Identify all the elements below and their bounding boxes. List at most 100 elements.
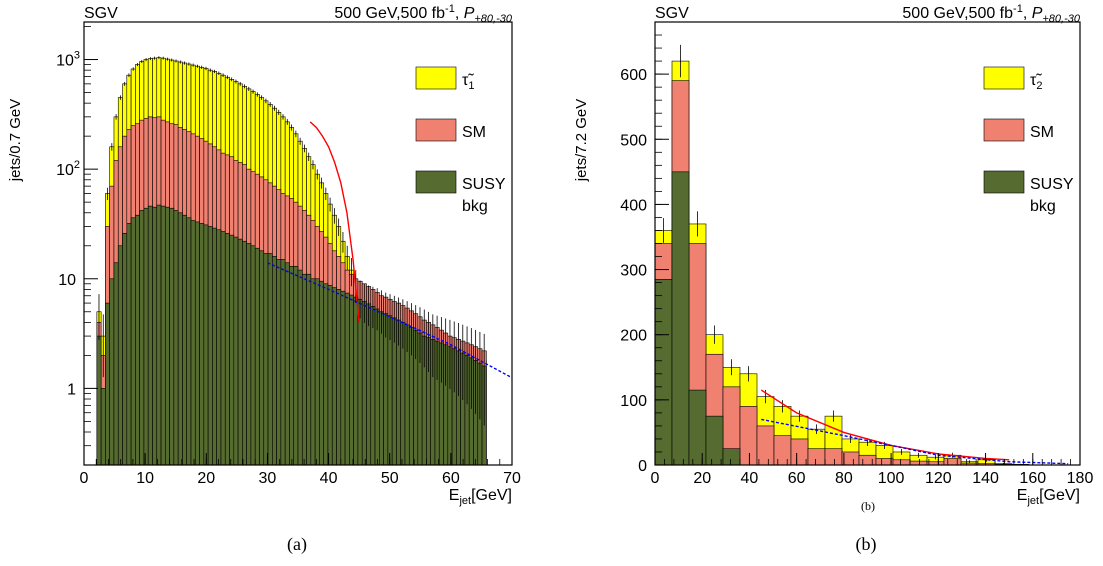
- chart-a-bar-s0-59: [349, 294, 354, 465]
- chart-a-bar-s0-49: [306, 273, 312, 465]
- chart-a-frame: [83, 21, 513, 466]
- chart-a-bar-s0-41: [272, 256, 277, 465]
- chart-a-xtick-label: 10: [136, 470, 154, 487]
- chart-b-series-1: [655, 80, 1013, 465]
- chart-a-bar-s0-26: [207, 226, 213, 465]
- chart-b-bar-s1-7: [773, 435, 792, 465]
- chart-b-xtick-label: 180: [1067, 470, 1094, 487]
- chart-a-series-0: [96, 204, 487, 465]
- chart-b-ytick-label: 300: [620, 263, 647, 280]
- chart-a-bar-s0-64: [370, 306, 376, 465]
- chart-a-bar-s0-24: [199, 223, 205, 465]
- chart-a-bar-s0-8: [130, 217, 136, 465]
- chart-a-bar-s0-35: [246, 243, 252, 465]
- chart-a-title-left: SGV: [84, 5, 118, 22]
- chart-a-ylabel: jets/0.7 GeV: [7, 99, 24, 183]
- chart-b-bar-s0-0: [655, 279, 673, 465]
- chart-a-bar-s0-4: [113, 262, 119, 465]
- chart-a-bar-s0-36: [250, 245, 256, 465]
- chart-a-bar-s0-19: [177, 212, 183, 465]
- chart-a-bar-s0-32: [233, 236, 239, 465]
- chart-a-legend-label-1: SM: [462, 124, 486, 141]
- chart-b-bar-s1-5: [739, 406, 758, 465]
- chart-b-ytick-label: 400: [620, 197, 647, 214]
- chart-b-bar-s1-14: [892, 459, 911, 465]
- chart-a-bar-s0-14: [156, 204, 162, 465]
- chart-b-y-axis: 0 100 200 300 400 500 600: [620, 21, 669, 475]
- chart-a-bar-s0-56: [336, 289, 342, 465]
- chart-a-bar-s0-6: [122, 232, 128, 465]
- chart-a-legend: τ̃1 SM SUSY bkg: [415, 66, 506, 215]
- chart-a-bar-s0-52: [319, 280, 324, 465]
- chart-b-bar-s1-12: [858, 454, 877, 465]
- chart-a-plot-area: [96, 56, 512, 465]
- chart-b-plot-area: [655, 44, 1069, 465]
- chart-a-legend-label-2: SUSY: [462, 176, 506, 193]
- chart-a-bar-s0-57: [340, 290, 346, 465]
- chart-b-title-left: SGV: [655, 5, 689, 22]
- chart-a-xtick-label: 60: [442, 470, 460, 487]
- chart-b: SGV 500 GeV,500 fb-1, P+80,-30 jets/7.2 …: [573, 3, 1093, 513]
- chart-a-bar-s0-48: [301, 273, 307, 465]
- chart-b-legend-label-1: SM: [1030, 124, 1054, 141]
- chart-a-bar-s0-61: [357, 298, 363, 465]
- chart-a-bar-s0-51: [314, 278, 320, 465]
- chart-a-bar-s0-45: [289, 265, 295, 465]
- chart-b-legend-label-0: τ̃2: [1030, 72, 1042, 92]
- chart-a: SGV 500 GeV,500 fb-1, P+80,-30 jets/0.7 …: [7, 3, 521, 507]
- chart-a-bar-s0-33: [237, 238, 243, 465]
- chart-b-ytick-label: 500: [620, 132, 647, 149]
- chart-b-legend: τ̃2 SM SUSY bkg: [983, 66, 1074, 215]
- chart-b-bar-s1-9: [807, 448, 826, 465]
- chart-a-bar-s0-54: [327, 285, 333, 465]
- chart-a-bar-s0-16: [165, 206, 170, 465]
- chart-b-xtick-label: 0: [651, 470, 660, 487]
- chart-b-bar-s0-3: [705, 415, 724, 465]
- chart-a-bar-s0-7: [126, 223, 132, 465]
- chart-a-bar-s0-40: [267, 253, 273, 465]
- chart-a-xtick-label: 0: [80, 470, 89, 487]
- chart-a-legend-swatch-1: [415, 118, 457, 142]
- chart-a-bar-s0-43: [280, 259, 286, 465]
- chart-a-bar-s0-30: [224, 232, 230, 465]
- chart-a-bar-s0-2: [105, 302, 110, 465]
- chart-a-ytick-label: 103: [56, 50, 80, 70]
- chart-a-bar-s0-22: [190, 220, 196, 465]
- chart-a-bar-s0-58: [344, 292, 350, 465]
- chart-b-bar-s1-13: [875, 458, 894, 465]
- chart-b-ytick-label: 200: [620, 328, 647, 345]
- chart-b-error-bars: [663, 44, 1021, 465]
- chart-a-bar-s0-23: [194, 221, 200, 465]
- chart-b-x-axis: 0 20 40 60 80 100 120 140 160 180: [651, 453, 1094, 487]
- chart-a-bar-s0-62: [361, 301, 367, 465]
- caption-a: (a): [287, 534, 307, 555]
- chart-a-bar-s0-28: [216, 229, 222, 465]
- chart-b-ytick-label: 0: [638, 458, 647, 475]
- chart-a-ytick-label: 102: [56, 159, 80, 179]
- chart-a-xtick-label: 20: [197, 470, 215, 487]
- chart-b-xtick-label: 120: [925, 470, 952, 487]
- chart-a-legend-label2-2: bkg: [462, 198, 488, 215]
- chart-a-bar-s0-12: [147, 205, 153, 465]
- chart-a-legend-swatch-2: [415, 170, 457, 194]
- chart-a-bar-s0-50: [310, 278, 316, 465]
- chart-a-legend-label-0: τ̃1: [462, 72, 474, 92]
- chart-b-bar-s0-4: [722, 448, 741, 465]
- chart-a-bar-s0-37: [254, 247, 260, 465]
- chart-b-ytick-label: 100: [620, 393, 647, 410]
- chart-b-legend-label-2: SUSY: [1030, 176, 1074, 193]
- chart-a-bar-s0-25: [203, 224, 209, 465]
- chart-b-bar-s1-6: [756, 425, 775, 465]
- chart-b-legend-swatch-0: [983, 66, 1025, 90]
- chart-a-bar-s0-15: [160, 205, 166, 465]
- chart-a-bar-s0-34: [242, 240, 247, 465]
- chart-a-xlabel: Ejet[GeV]: [449, 487, 512, 507]
- chart-b-ylabel: jets/7.2 GeV: [573, 99, 590, 183]
- chart-a-bar-s0-38: [259, 250, 265, 465]
- chart-a-y-axis: 1 10 102 103: [56, 26, 98, 466]
- chart-a-legend-swatch-0: [415, 66, 457, 90]
- chart-b-bar-s1-11: [841, 451, 860, 465]
- chart-a-xtick-label: 40: [320, 470, 338, 487]
- chart-a-xtick-label: 50: [381, 470, 399, 487]
